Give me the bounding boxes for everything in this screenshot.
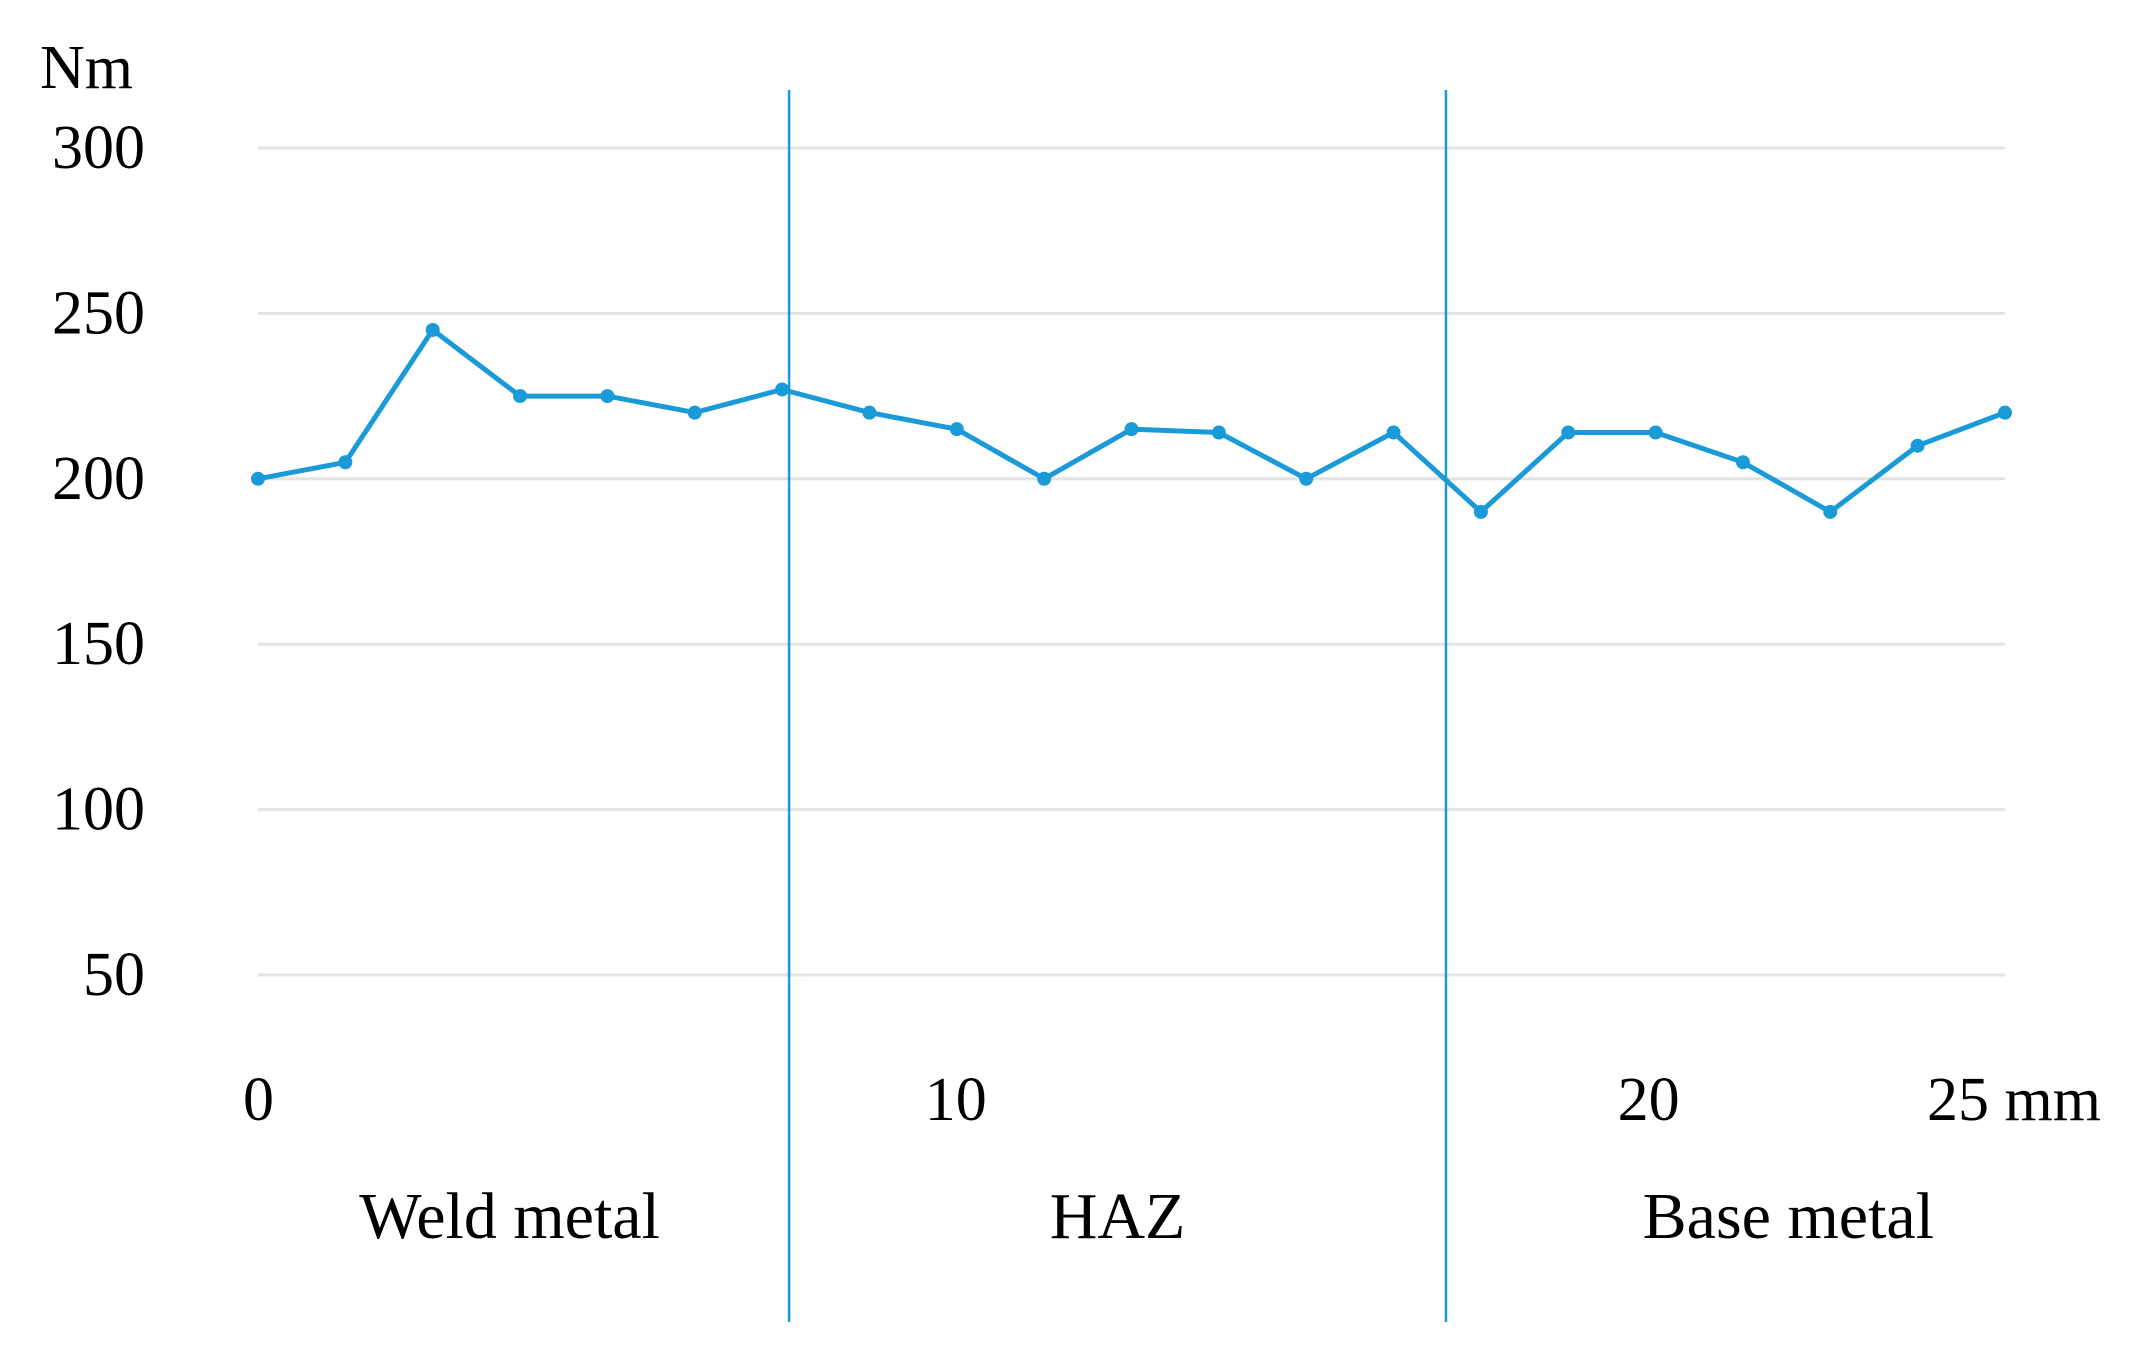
- data-point: [1648, 425, 1663, 440]
- data-point: [1473, 504, 1488, 519]
- y-axis-unit-label: Nm: [40, 34, 133, 102]
- data-point: [513, 389, 528, 404]
- data-point: [425, 322, 440, 337]
- data-point: [1910, 438, 1925, 453]
- data-point: [1211, 425, 1226, 440]
- data-point: [338, 455, 353, 470]
- data-point: [862, 405, 877, 420]
- series-line: [255, 327, 2008, 515]
- data-point: [775, 382, 790, 397]
- y-tick-label: 50: [83, 941, 145, 1009]
- x-tick-label: 20: [1618, 1066, 1680, 1134]
- data-point: [1037, 471, 1052, 486]
- series-layer: [251, 322, 2012, 519]
- data-point: [1823, 504, 1838, 519]
- axis-label-layer: Nm 50 100 150 200 250 300 0 10 20 25 mm: [40, 34, 2101, 1134]
- x-tick-label: 25 mm: [1927, 1066, 2101, 1134]
- y-tick-label: 150: [52, 610, 145, 678]
- region-label-layer: Weld metal HAZ Base metal: [359, 1180, 1934, 1253]
- y-tick-label: 300: [52, 114, 145, 182]
- data-point: [600, 389, 615, 404]
- x-tick-label: 0: [243, 1066, 274, 1134]
- data-point: [1386, 425, 1401, 440]
- y-tick-label: 100: [52, 776, 145, 844]
- region-label: Base metal: [1643, 1180, 1934, 1253]
- region-label: HAZ: [1050, 1180, 1186, 1253]
- x-tick-label: 10: [925, 1066, 987, 1134]
- data-point: [1299, 471, 1314, 486]
- data-point: [687, 405, 702, 420]
- data-point: [1561, 425, 1576, 440]
- data-point: [1124, 422, 1139, 437]
- data-point: [1998, 405, 2012, 420]
- region-label: Weld metal: [359, 1180, 660, 1253]
- data-point: [1735, 455, 1750, 470]
- grid-layer: [258, 146, 2005, 977]
- data-point: [251, 471, 265, 486]
- y-tick-label: 250: [52, 279, 145, 347]
- data-point: [949, 422, 964, 437]
- zone-divider-layer: [787, 90, 1448, 1322]
- y-tick-label: 200: [52, 445, 145, 513]
